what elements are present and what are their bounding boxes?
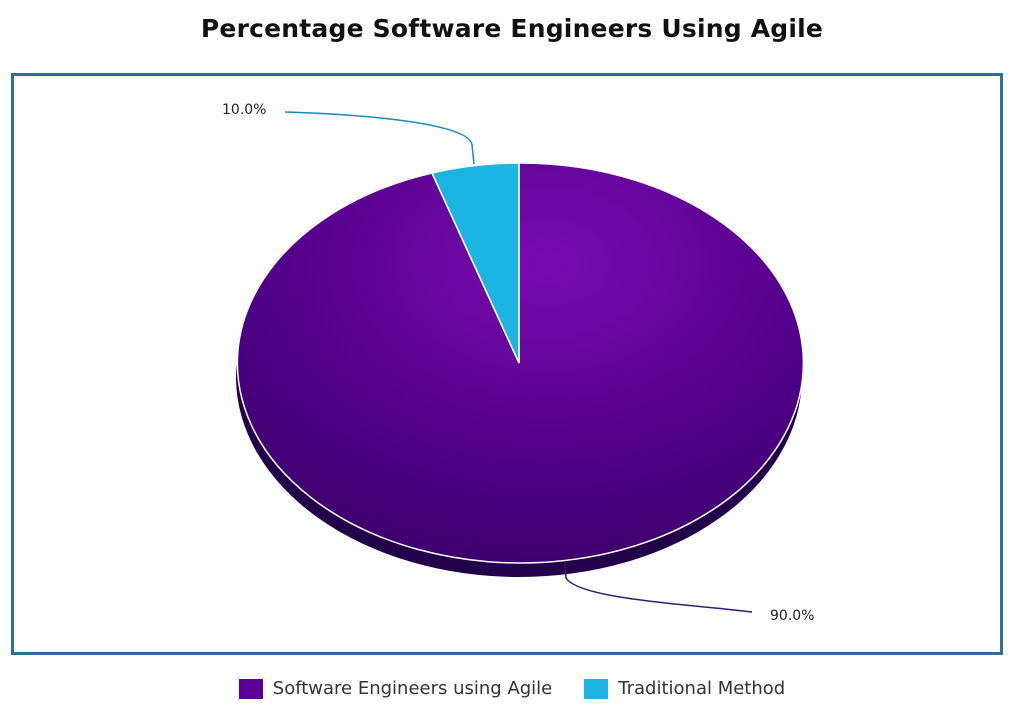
leader-line-agile <box>564 561 753 613</box>
slice-traditional[interactable] <box>430 162 520 364</box>
data-label-traditional: 10.0% <box>222 102 267 118</box>
legend-swatch-agile <box>238 678 263 699</box>
data-label-agile: 90.0% <box>770 608 815 624</box>
slice-agile[interactable] <box>236 162 805 564</box>
legend: Software Engineers using Agile Tradition… <box>0 678 1024 699</box>
legend-item-agile[interactable]: Software Engineers using Agile <box>238 678 553 699</box>
chart-title: Percentage Software Engineers Using Agil… <box>200 14 824 43</box>
leader-line-traditional <box>284 111 475 165</box>
legend-swatch-traditional <box>584 678 609 699</box>
legend-label-traditional: Traditional Method <box>618 678 786 699</box>
legend-label-agile: Software Engineers using Agile <box>272 678 553 699</box>
legend-item-traditional[interactable]: Traditional Method <box>584 678 785 699</box>
